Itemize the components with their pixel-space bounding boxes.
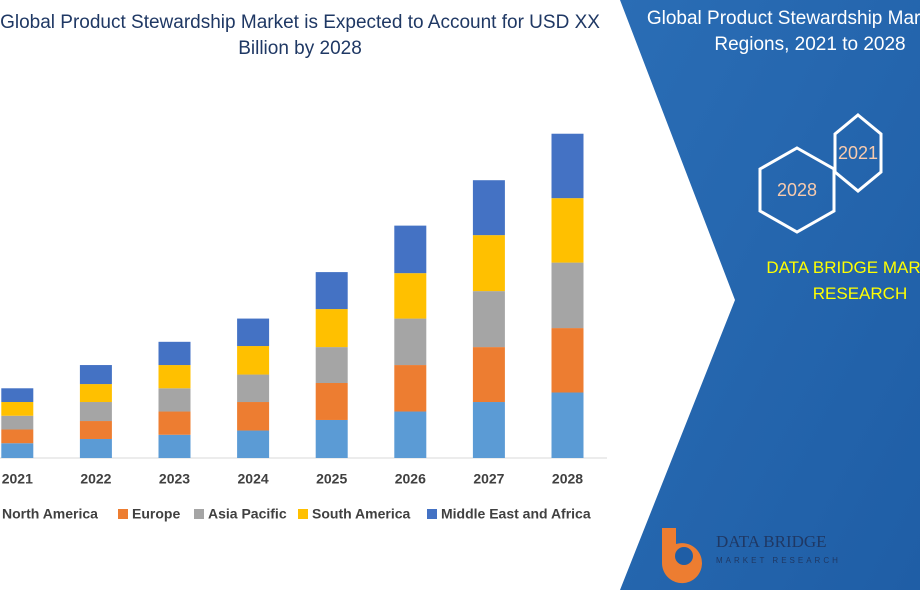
bar-segment — [237, 402, 270, 431]
bar-segment — [237, 346, 270, 375]
bar-segment — [472, 235, 505, 292]
logo-tagline: MARKET RESEARCH — [716, 556, 841, 565]
bar-segment — [158, 388, 191, 412]
bar-segment — [394, 411, 427, 458]
bar-segment — [551, 133, 584, 199]
bar-segment — [315, 309, 348, 348]
bar-segment — [394, 365, 427, 412]
bar-segment — [315, 272, 348, 310]
x-tick-label: 2028 — [552, 471, 583, 487]
bar-segment — [79, 402, 112, 422]
bar-segment — [394, 318, 427, 366]
logo: DATA BRIDGE MARKET RESEARCH — [661, 528, 841, 584]
hexagon — [833, 113, 883, 193]
side-panel-bg — [620, 0, 920, 590]
legend-swatch — [298, 509, 308, 519]
bar-segment — [158, 411, 191, 435]
side-panel-title: Global Product Stewardship Market By Reg… — [646, 8, 920, 55]
chart-title: Global Product Stewardship Market is Exp… — [0, 12, 600, 59]
legend-label: Middle East and Africa — [441, 506, 591, 522]
legend-label: South America — [312, 506, 410, 522]
brand-text: DATA BRIDGE MARKET RESEARCH — [766, 258, 920, 303]
x-tick-label: 2022 — [80, 471, 111, 487]
bar-segment — [315, 419, 348, 458]
x-tick-label: 2027 — [473, 471, 504, 487]
bar-segment — [472, 291, 505, 348]
hexagon-label: 2028 — [777, 180, 817, 200]
bar-segment — [1, 402, 34, 416]
bar-segment — [158, 434, 191, 458]
bar-segment — [315, 383, 348, 420]
bar-segment — [472, 180, 505, 236]
bar-segment — [79, 365, 112, 385]
legend-label: Asia Pacific — [208, 506, 287, 522]
x-tick-label: 2024 — [238, 471, 269, 487]
bar-segment — [237, 430, 270, 458]
bar-segment — [237, 318, 270, 347]
bar-segment — [79, 384, 112, 403]
bar-segment — [394, 225, 427, 274]
bar-segment — [1, 415, 34, 430]
logo-mark — [675, 547, 693, 565]
legend-label: North America — [2, 506, 98, 522]
bar-segment — [1, 388, 34, 403]
legend-label: Europe — [132, 506, 180, 522]
bar-segment — [472, 347, 505, 403]
bar-segment — [551, 198, 584, 263]
bar-segment — [158, 341, 191, 366]
hexagon — [758, 146, 836, 234]
x-tick-label: 2026 — [395, 471, 426, 487]
bar-segment — [551, 328, 584, 393]
bar-segment — [551, 262, 584, 329]
bar-segment — [79, 421, 112, 439]
x-tick-label: 2025 — [316, 471, 347, 487]
hexagon-label: 2021 — [838, 143, 878, 163]
bar-segment — [472, 402, 505, 458]
bar-segment — [79, 438, 112, 458]
bar-segment — [394, 273, 427, 319]
bar-segment — [1, 429, 34, 444]
bar-segment — [1, 443, 34, 458]
legend-swatch — [118, 509, 128, 519]
bar-segment — [158, 365, 191, 389]
bar-segment — [551, 392, 584, 458]
x-tick-label: 2023 — [159, 471, 190, 487]
bar-segment — [237, 374, 270, 403]
bar-segment — [315, 347, 348, 384]
x-tick-label: 2021 — [2, 471, 33, 487]
logo-name: DATA BRIDGE — [716, 532, 827, 551]
legend-swatch — [194, 509, 204, 519]
legend-swatch — [427, 509, 437, 519]
